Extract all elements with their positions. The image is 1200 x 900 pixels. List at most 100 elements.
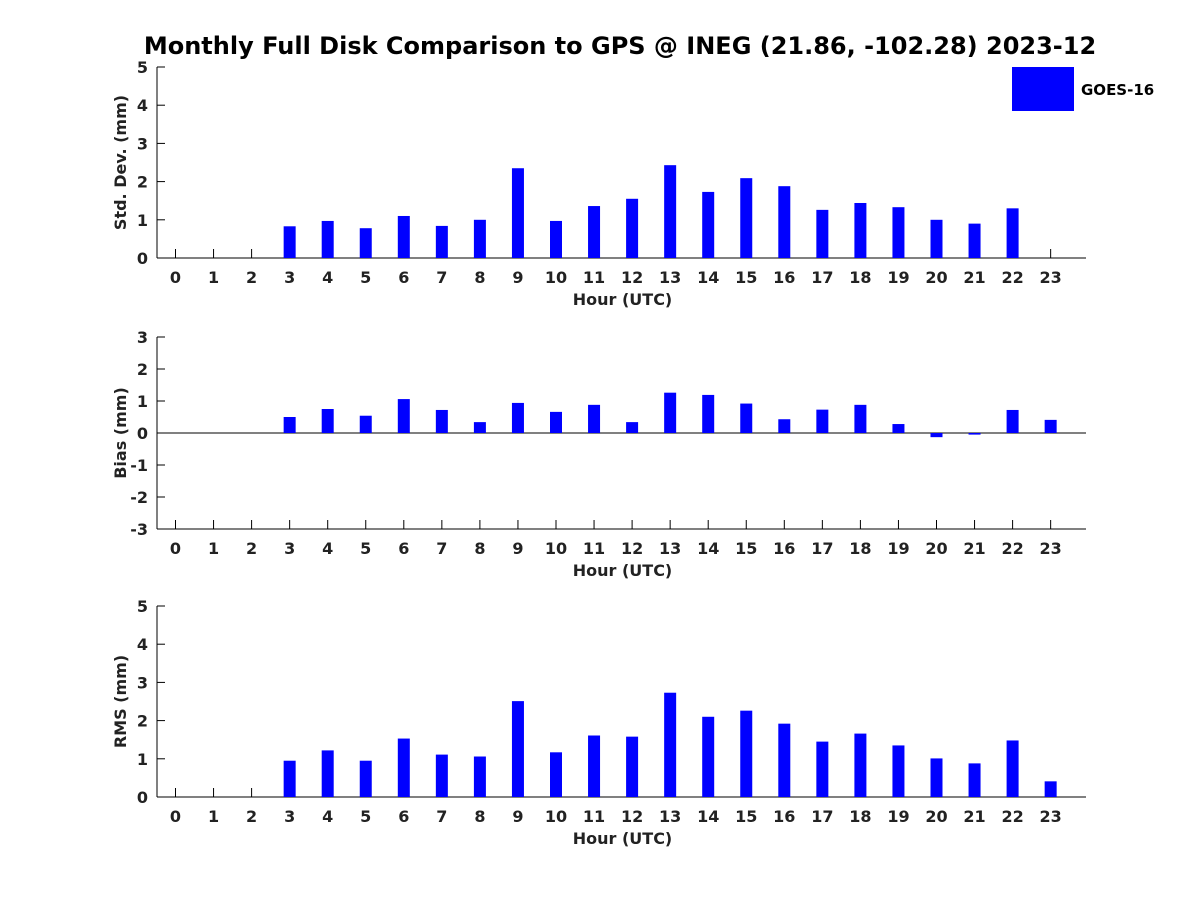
rms-bar bbox=[550, 752, 562, 797]
rms-x-tick-label: 11 bbox=[583, 807, 605, 826]
std-dev-x-tick-label: 22 bbox=[1001, 268, 1023, 287]
rms-x-tick-label: 13 bbox=[659, 807, 681, 826]
std-dev-x-tick-label: 20 bbox=[925, 268, 947, 287]
std-dev-bar bbox=[778, 186, 791, 258]
rms-y-tick-label: 1 bbox=[137, 750, 148, 769]
rms-bar bbox=[1006, 740, 1019, 797]
bias-x-tick-label: 18 bbox=[849, 539, 871, 558]
rms-x-tick-label: 19 bbox=[887, 807, 909, 826]
bias-bar bbox=[740, 403, 753, 433]
bias-x-tick-label: 12 bbox=[621, 539, 643, 558]
bias-x-tick-label: 16 bbox=[773, 539, 795, 558]
rms-x-tick-label: 21 bbox=[963, 807, 985, 826]
bias-x-tick-label: 23 bbox=[1040, 539, 1062, 558]
legend-label: GOES-16 bbox=[1081, 81, 1154, 99]
std-dev-x-tick-label: 15 bbox=[735, 268, 757, 287]
bias-bar bbox=[473, 422, 486, 433]
rms-bar bbox=[435, 754, 448, 797]
bias-bar bbox=[854, 404, 867, 433]
rms-bar bbox=[664, 692, 677, 797]
std-dev-bar bbox=[397, 215, 410, 258]
std-dev-bar bbox=[816, 209, 829, 258]
bias-x-tick-label: 14 bbox=[697, 539, 719, 558]
bias-bar bbox=[968, 433, 981, 435]
rms-x-tick-label: 1 bbox=[208, 807, 219, 826]
std-dev-y-tick-label: 4 bbox=[137, 96, 148, 115]
std-dev-bar bbox=[511, 168, 524, 258]
bias-x-tick-label: 10 bbox=[545, 539, 567, 558]
bias-x-tick-label: 0 bbox=[170, 539, 181, 558]
bias-x-tick-label: 5 bbox=[360, 539, 371, 558]
bias-x-tick-label: 9 bbox=[512, 539, 523, 558]
std-dev-x-tick-label: 3 bbox=[284, 268, 295, 287]
bias-bar bbox=[664, 392, 677, 433]
std-dev-bar bbox=[435, 225, 448, 258]
std-dev-y-tick-label: 2 bbox=[137, 173, 148, 192]
rms-x-tick-label: 3 bbox=[284, 807, 295, 826]
rms-x-tick-label: 6 bbox=[398, 807, 409, 826]
rms-bar bbox=[473, 756, 486, 797]
rms-x-tick-label: 12 bbox=[621, 807, 643, 826]
rms-bar bbox=[626, 736, 639, 797]
bias-y-label: Bias (mm) bbox=[111, 387, 130, 479]
std-dev-x-tick-label: 6 bbox=[398, 268, 409, 287]
bias-bar bbox=[550, 411, 562, 433]
rms-bar bbox=[778, 723, 791, 797]
rms-bar bbox=[359, 760, 372, 797]
std-dev-bar bbox=[550, 220, 562, 258]
rms-y-tick-label: 5 bbox=[137, 597, 148, 616]
rms-x-tick-label: 14 bbox=[697, 807, 719, 826]
bias-bar bbox=[359, 415, 372, 433]
rms-bar bbox=[702, 716, 715, 797]
bias-y-tick-label: 0 bbox=[137, 424, 148, 443]
std-dev-x-label: Hour (UTC) bbox=[573, 290, 673, 309]
rms-x-tick-label: 17 bbox=[811, 807, 833, 826]
std-dev-bar bbox=[473, 219, 486, 258]
std-dev-bar bbox=[359, 228, 372, 258]
std-dev-x-tick-label: 14 bbox=[697, 268, 719, 287]
bias-y-tick-label: -2 bbox=[130, 488, 148, 507]
std-dev-x-tick-label: 8 bbox=[474, 268, 485, 287]
bias-bar bbox=[816, 409, 829, 433]
std-dev-bar bbox=[740, 178, 753, 258]
std-dev-x-tick-label: 13 bbox=[659, 268, 681, 287]
rms-x-tick-label: 9 bbox=[512, 807, 523, 826]
bias-y-tick-label: 2 bbox=[137, 360, 148, 379]
std-dev-x-tick-label: 0 bbox=[170, 268, 181, 287]
bias-x-tick-label: 3 bbox=[284, 539, 295, 558]
legend: GOES-16 bbox=[1012, 67, 1154, 111]
bias-x-tick-label: 6 bbox=[398, 539, 409, 558]
std-dev-bar bbox=[892, 207, 905, 258]
rms-y-tick-label: 3 bbox=[137, 673, 148, 692]
std-dev-bar bbox=[854, 202, 867, 258]
std-dev-bar bbox=[968, 223, 981, 258]
std-dev-y-label: Std. Dev. (mm) bbox=[111, 95, 130, 230]
bias-x-label: Hour (UTC) bbox=[573, 561, 673, 580]
rms-y-tick-label: 2 bbox=[137, 712, 148, 731]
bias-y-tick-label: 1 bbox=[137, 392, 148, 411]
bias-x-tick-label: 2 bbox=[246, 539, 257, 558]
std-dev-x-tick-label: 21 bbox=[963, 268, 985, 287]
rms-y-tick-label: 4 bbox=[137, 635, 148, 654]
std-dev-x-tick-label: 23 bbox=[1040, 268, 1062, 287]
bias-x-tick-label: 17 bbox=[811, 539, 833, 558]
std-dev-x-tick-label: 12 bbox=[621, 268, 643, 287]
bias-x-tick-label: 22 bbox=[1001, 539, 1023, 558]
bias-bar bbox=[1006, 409, 1019, 433]
bias-bar bbox=[778, 419, 791, 433]
bias-x-tick-label: 1 bbox=[208, 539, 219, 558]
bias-x-tick-label: 4 bbox=[322, 539, 333, 558]
bias-y-tick-label: -1 bbox=[130, 456, 148, 475]
std-dev-y-tick-label: 3 bbox=[137, 134, 148, 153]
rms-x-tick-label: 5 bbox=[360, 807, 371, 826]
chart-title: Monthly Full Disk Comparison to GPS @ IN… bbox=[144, 32, 1096, 60]
std-dev-bar bbox=[626, 198, 639, 258]
bias-x-tick-label: 15 bbox=[735, 539, 757, 558]
rms-x-tick-label: 2 bbox=[246, 807, 257, 826]
bias-bar bbox=[321, 409, 334, 433]
std-dev-x-tick-label: 16 bbox=[773, 268, 795, 287]
